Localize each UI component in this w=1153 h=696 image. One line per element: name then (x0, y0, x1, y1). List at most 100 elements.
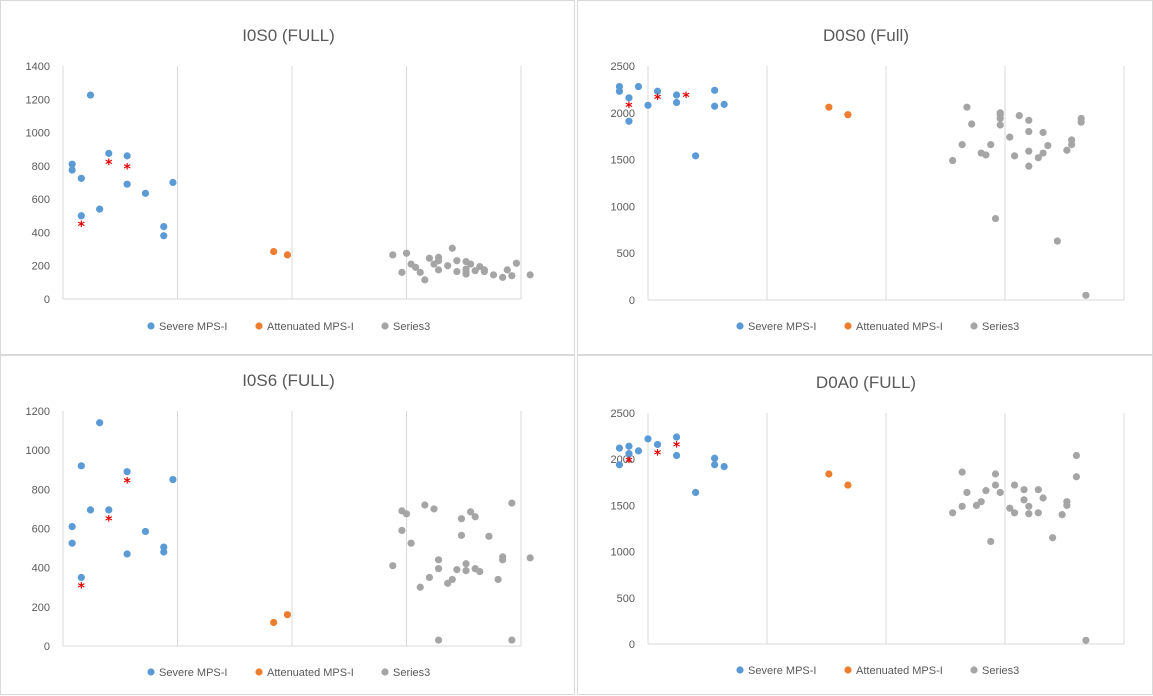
severe-point (615, 87, 624, 95)
legend-label-severe: Severe MPS-I (748, 665, 816, 677)
series3-point (448, 244, 456, 252)
y-tick-label: 500 (617, 593, 635, 605)
series3-point (1034, 486, 1042, 494)
series3-point (977, 498, 985, 506)
series3-point (416, 583, 424, 591)
series3-point (987, 141, 995, 149)
y-tick-label: 500 (617, 248, 635, 260)
legend-label-series3: Series3 (393, 667, 430, 679)
severe-point (672, 91, 681, 99)
series3-point (1034, 154, 1042, 162)
series3-point (389, 251, 397, 259)
severe-point (720, 100, 728, 108)
series3-point (416, 268, 424, 276)
attenuated-point (283, 611, 292, 619)
significance-star: * (105, 514, 113, 530)
series3-point (526, 554, 534, 562)
severe-point (634, 447, 643, 455)
series3-point (1025, 162, 1033, 170)
series3-point (949, 156, 957, 165)
y-tick-label: 1000 (26, 128, 50, 140)
series3-point (991, 470, 1000, 478)
series3-point (512, 259, 521, 267)
series3-point (421, 276, 429, 284)
series3-point (457, 515, 466, 523)
legend-marker-severe (147, 668, 155, 676)
y-tick-label: 400 (32, 227, 50, 239)
legend-label-severe: Severe MPS-I (159, 667, 227, 679)
series3-point (1063, 146, 1071, 154)
series3-point (1010, 509, 1019, 517)
y-tick-label: 0 (44, 294, 50, 306)
attenuated-point (825, 103, 833, 111)
severe-point (672, 433, 681, 441)
significance-star: * (123, 475, 131, 491)
y-tick-label: 600 (32, 524, 50, 536)
attenuated-point (270, 247, 278, 256)
series3-point (982, 487, 990, 495)
y-tick-label: 800 (32, 161, 50, 173)
severe-point (692, 488, 700, 497)
series3-point (407, 539, 415, 547)
series3-point (996, 114, 1004, 123)
series3-point (949, 509, 957, 517)
legend-marker-series3 (381, 322, 389, 330)
significance-star: * (78, 219, 86, 235)
series3-point (425, 573, 433, 582)
legend-marker-attenuated (255, 668, 263, 676)
legend-marker-attenuated (844, 666, 852, 674)
significance-star: * (673, 439, 681, 455)
series3-point (430, 505, 438, 513)
significance-star: * (682, 90, 690, 106)
y-tick-label: 1000 (611, 547, 635, 559)
series3-point (462, 560, 470, 568)
series3-point (1006, 133, 1014, 141)
y-tick-label: 600 (32, 194, 50, 206)
severe-point (625, 450, 633, 458)
severe-point (169, 178, 177, 187)
significance-star: * (123, 161, 131, 177)
legend-marker-attenuated (255, 322, 263, 330)
series3-point (1058, 511, 1066, 519)
series3-point (462, 268, 470, 276)
legend-marker-series3 (970, 666, 978, 674)
series3-point (1034, 509, 1042, 517)
attenuated-point (270, 618, 278, 627)
severe-point (123, 468, 131, 476)
severe-point (77, 573, 85, 582)
series3-point (444, 262, 452, 270)
severe-point (77, 462, 85, 470)
series3-point (1082, 636, 1090, 644)
severe-point (77, 212, 85, 220)
severe-point (105, 149, 113, 157)
severe-point (86, 91, 95, 99)
severe-point (625, 117, 633, 125)
series3-point (526, 271, 534, 279)
series3-point (963, 488, 971, 497)
severe-point (169, 475, 177, 484)
y-tick-label: 800 (32, 484, 50, 496)
series3-point (1015, 112, 1023, 120)
series3-point (434, 556, 443, 564)
series3-point (1020, 486, 1028, 494)
y-tick-label: 200 (32, 261, 50, 273)
severe-point (77, 174, 85, 182)
legend-label-attenuated: Attenuated MPS-I (267, 321, 354, 333)
significance-star: * (105, 157, 113, 173)
chart-panel-i0s0: I0S0 (FULL) 0 200 400 600 800 1000 1200 1400 * * * S… (0, 0, 575, 355)
series3-point (508, 636, 516, 644)
chart-d0s0-svg: D0S0 (Full) 0 500 1000 1500 2000 2500 * * * Severe… (611, 26, 1125, 333)
series3-point (503, 266, 511, 274)
legend-label-severe: Severe MPS-I (748, 321, 816, 333)
y-tick-label: 1200 (26, 94, 50, 106)
series3-point (485, 532, 493, 540)
series3-point (453, 267, 461, 276)
series3-point (402, 249, 411, 257)
legend-marker-attenuated (844, 322, 852, 330)
severe-point (141, 189, 150, 197)
series3-point (958, 141, 966, 149)
y-tick-label: 1200 (26, 406, 50, 418)
legend-marker-severe (147, 322, 155, 330)
y-tick-label: 1000 (611, 201, 635, 213)
series3-point (434, 266, 443, 274)
